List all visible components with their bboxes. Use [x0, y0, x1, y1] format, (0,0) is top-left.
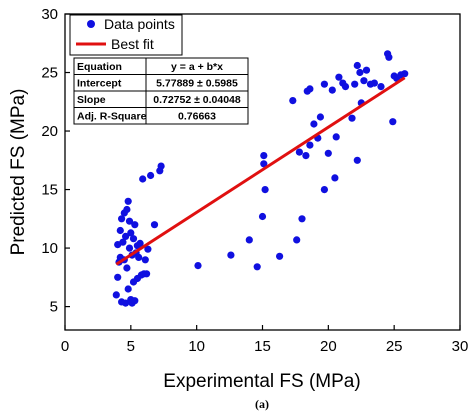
data-point — [261, 186, 269, 194]
data-points-layer — [112, 50, 409, 307]
y-tick-label: 25 — [41, 65, 58, 82]
stats-key-equation: Equation — [77, 61, 122, 73]
data-point — [122, 232, 130, 240]
data-point — [385, 53, 393, 61]
data-point — [144, 245, 152, 253]
data-point — [289, 97, 297, 105]
data-point — [122, 299, 130, 307]
data-point — [306, 141, 314, 149]
x-tick-label: 20 — [320, 338, 337, 355]
data-point — [139, 175, 147, 183]
data-point — [351, 80, 359, 88]
stats-value-r-square: 0.76663 — [178, 111, 216, 123]
x-tick-label: 10 — [188, 338, 205, 355]
data-point — [131, 221, 139, 229]
data-point — [157, 162, 165, 170]
data-point — [401, 70, 409, 78]
x-axis-label: Experimental FS (MPa) — [163, 371, 360, 392]
data-point — [298, 215, 306, 223]
x-tick-label: 30 — [452, 338, 469, 355]
data-point — [302, 152, 310, 160]
stats-table: Equation y = a + b*x Intercept 5.77889 ±… — [73, 57, 249, 125]
data-point — [306, 85, 314, 93]
data-point — [331, 174, 339, 182]
stats-key-intercept: Intercept — [77, 78, 122, 90]
data-point — [362, 66, 371, 74]
data-point — [324, 149, 332, 157]
stats-value-equation: y = a + b*x — [171, 61, 223, 73]
data-point — [141, 256, 149, 264]
data-point — [332, 133, 340, 141]
data-point — [123, 205, 131, 214]
data-point — [335, 73, 343, 81]
data-point — [124, 285, 132, 293]
data-point — [320, 186, 328, 194]
data-point — [147, 171, 155, 180]
data-point — [356, 68, 364, 77]
data-point — [360, 77, 368, 85]
data-point — [116, 226, 124, 235]
data-point — [150, 221, 159, 229]
data-point — [316, 113, 324, 121]
data-point — [123, 264, 131, 272]
legend: Data points Best fit — [69, 14, 183, 56]
data-point — [258, 212, 267, 221]
data-point — [112, 291, 120, 299]
x-tick-label: 0 — [61, 338, 69, 355]
data-point — [377, 83, 385, 91]
y-tick-label: 15 — [41, 182, 58, 199]
data-point — [131, 297, 139, 305]
x-tick-label: 25 — [386, 338, 403, 355]
data-point — [341, 83, 350, 91]
data-point — [328, 86, 336, 94]
data-point — [119, 238, 127, 246]
legend-point-marker — [87, 20, 95, 28]
data-point — [143, 270, 151, 278]
data-point — [124, 197, 132, 205]
figure-caption: (a) — [255, 397, 269, 411]
data-point — [260, 152, 268, 160]
data-point — [125, 244, 134, 252]
data-point — [260, 160, 268, 168]
stats-key-slope: Slope — [77, 94, 106, 106]
stats-key-r-square: Adj. R-Square — [77, 111, 147, 123]
data-point — [353, 61, 361, 70]
data-point — [118, 215, 126, 223]
stats-value-intercept: 5.77889 ± 0.5985 — [156, 78, 238, 90]
data-point — [135, 253, 143, 261]
data-point — [310, 120, 318, 128]
data-point — [353, 156, 361, 164]
data-point — [129, 235, 138, 243]
axis-ticks: 0 5 10 15 20 25 30 5 10 15 20 25 30 — [41, 6, 468, 355]
data-point — [125, 217, 134, 225]
x-tick-label: 5 — [127, 338, 135, 355]
y-tick-label: 5 — [50, 299, 58, 316]
data-point — [320, 80, 328, 88]
data-point — [227, 251, 235, 259]
data-point — [295, 148, 303, 156]
data-point — [114, 273, 122, 281]
data-point — [245, 236, 253, 244]
data-point — [194, 262, 202, 270]
data-point — [389, 118, 397, 126]
best-fit-line — [115, 76, 406, 266]
data-point — [348, 114, 356, 122]
y-tick-label: 20 — [41, 123, 58, 140]
legend-entry-fit: Best fit — [111, 36, 154, 52]
data-point — [253, 263, 261, 271]
data-point — [127, 229, 135, 237]
data-point — [276, 252, 284, 260]
legend-entry-points: Data points — [104, 16, 175, 32]
data-point — [136, 239, 144, 247]
y-tick-label: 10 — [41, 240, 58, 257]
y-axis-label: Predicted FS (MPa) — [8, 89, 29, 256]
data-point — [293, 236, 301, 244]
y-tick-label: 30 — [41, 6, 58, 23]
data-point — [370, 79, 378, 87]
stats-value-slope: 0.72752 ± 0.04048 — [153, 94, 241, 106]
x-tick-label: 15 — [254, 338, 271, 355]
